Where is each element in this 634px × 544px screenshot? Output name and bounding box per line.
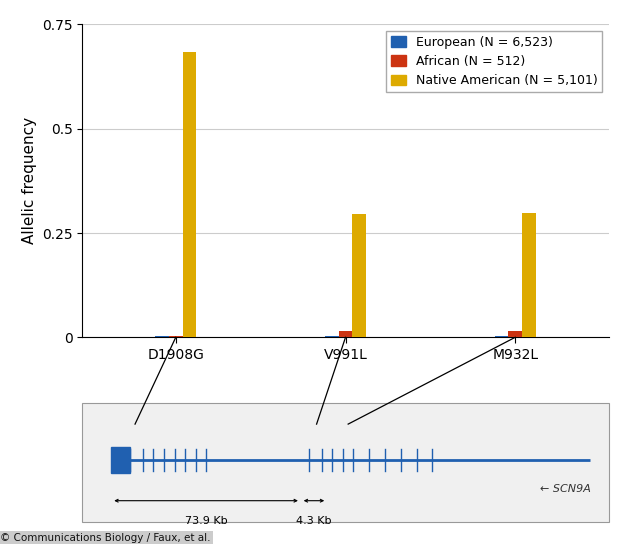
Bar [112,447,130,473]
Bar [155,336,169,337]
Bar [495,336,508,337]
Legend: European (N = 6,523), African (N = 512), Native American (N = 5,101): European (N = 6,523), African (N = 512),… [385,30,602,92]
Text: 73.9 Kb: 73.9 Kb [184,516,228,526]
Bar [169,336,183,337]
Bar [339,331,353,337]
Bar [183,52,196,337]
Text: © Communications Biology / Faux, et al.: © Communications Biology / Faux, et al. [0,534,210,543]
Y-axis label: Allelic frequency: Allelic frequency [22,118,37,244]
Bar [522,213,536,337]
Text: 4.3 Kb: 4.3 Kb [296,516,332,526]
Text: ← SCN9A: ← SCN9A [540,484,591,494]
Bar [508,331,522,337]
Bar [325,336,339,337]
Bar [353,214,366,337]
